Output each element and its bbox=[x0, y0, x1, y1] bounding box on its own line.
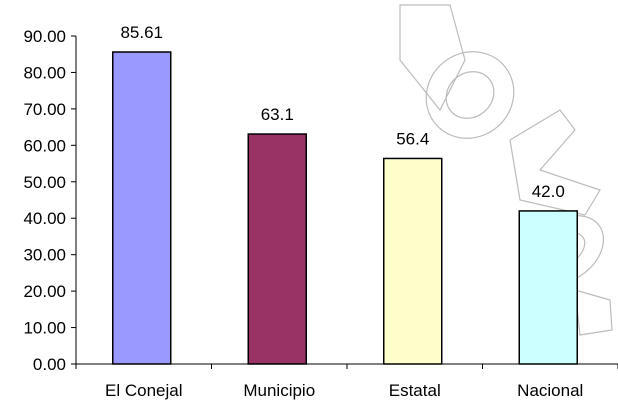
data-label: 42.0 bbox=[532, 182, 565, 201]
data-label: 56.4 bbox=[396, 129, 429, 148]
y-tick-label: 70.00 bbox=[23, 100, 66, 119]
y-tick-label: 40.00 bbox=[23, 209, 66, 228]
bar bbox=[518, 210, 578, 365]
x-tick-label: Estatal bbox=[389, 381, 441, 400]
y-tick-label: 80.00 bbox=[23, 63, 66, 82]
bar bbox=[247, 133, 307, 365]
y-tick-label: 60.00 bbox=[23, 136, 66, 155]
y-tick-label: 0.00 bbox=[33, 355, 66, 374]
bars bbox=[112, 51, 578, 365]
labels: 85.61 El Conejal 63.1 Municipio 56.4 Estatal 4… bbox=[105, 23, 583, 400]
x-tick-label: Municipio bbox=[243, 381, 315, 400]
y-tick-label: 50.00 bbox=[23, 173, 66, 192]
bar bbox=[383, 157, 443, 365]
y-tick-label: 20.00 bbox=[23, 282, 66, 301]
data-label: 85.61 bbox=[120, 23, 163, 42]
y-tick-label: 90.00 bbox=[23, 27, 66, 46]
x-tick-label: Nacional bbox=[517, 381, 583, 400]
y-tick-label: 30.00 bbox=[23, 246, 66, 265]
data-label: 63.1 bbox=[261, 105, 294, 124]
y-tick-label: 10.00 bbox=[23, 319, 66, 338]
x-tick-label: El Conejal bbox=[105, 381, 183, 400]
bar bbox=[112, 51, 172, 365]
